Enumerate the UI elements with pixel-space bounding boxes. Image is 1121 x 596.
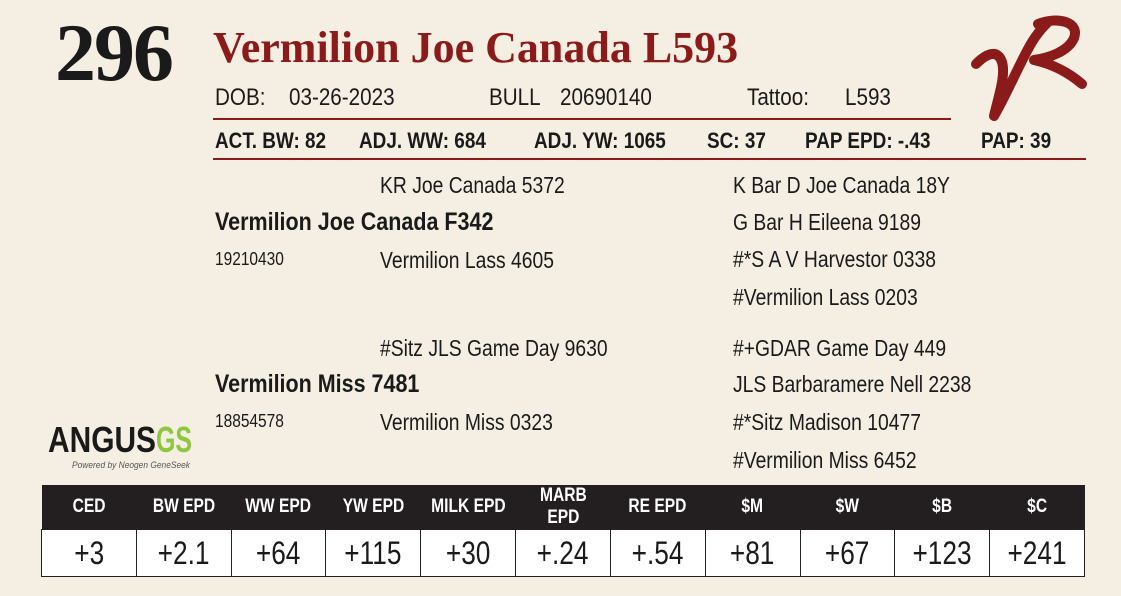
sire-reg: 19210430 (215, 249, 284, 269)
epd-header: WW EPD (231, 485, 326, 530)
epd-value: +2.1 (135, 529, 232, 577)
dam-sire-dam: JLS Barbaramere Nell 2238 (733, 371, 972, 397)
sc: SC: 37 (707, 128, 766, 153)
angus-gs-logo: ANGUS GS Powered by Neogen GeneSeek (48, 419, 192, 470)
epd-value-row: +3 +2.1 +64 +115 +30 +.24 +.54 +81 +67 +… (41, 529, 1085, 577)
dob-value: 03-26-2023 (289, 84, 395, 111)
epd-header: RE EPD (610, 485, 706, 530)
animal-name: Vermilion Joe Canada L593 (213, 23, 739, 72)
epd-value: +241 (989, 529, 1085, 577)
epd-header-row: CED BW EPD WW EPD YW EPD MILK EPD MARB E… (41, 485, 1085, 530)
sire-sire: KR Joe Canada 5372 (380, 172, 565, 198)
epd-value: +67 (799, 529, 896, 577)
epd-header: $C (989, 485, 1085, 530)
epd-value: +30 (420, 529, 517, 577)
sire-dam-sire: #*S A V Harvestor 0338 (733, 246, 936, 272)
epd-header: MARB EPD (515, 485, 611, 530)
act-bw: ACT. BW: 82 (215, 128, 327, 153)
epd-header: MILK EPD (420, 485, 516, 530)
pap: PAP: 39 (981, 128, 1052, 153)
dam-name: Vermilion Miss 7481 (215, 370, 420, 398)
epd-value: +115 (325, 529, 422, 577)
dam-sire-sire: #+GDAR Game Day 449 (733, 335, 947, 361)
epd-value: +123 (894, 529, 991, 577)
vr-brand-icon (971, 15, 1087, 121)
dam-dam-dam: #Vermilion Miss 6452 (733, 447, 917, 473)
lot-number: 296 (55, 7, 174, 98)
dam-dam: Vermilion Miss 0323 (380, 409, 553, 435)
bull-label: BULL (489, 84, 541, 111)
epd-header: YW EPD (325, 485, 421, 530)
epd-header: $B (894, 485, 990, 530)
epd-value: +81 (704, 529, 801, 577)
sire-dam: Vermilion Lass 4605 (380, 247, 554, 273)
dam-dam-sire: #*Sitz Madison 10477 (733, 409, 921, 435)
epd-table: CED BW EPD WW EPD YW EPD MILK EPD MARB E… (41, 485, 1085, 577)
epd-header: CED (41, 485, 137, 530)
angus-logo-tagline: Powered by Neogen GeneSeek (72, 460, 190, 470)
epd-header: BW EPD (136, 485, 232, 530)
sire-dam-dam: #Vermilion Lass 0203 (733, 284, 918, 310)
tattoo-value: L593 (845, 84, 891, 111)
epd-value: +.24 (515, 529, 611, 577)
epd-value: +3 (41, 529, 137, 577)
sire-name: Vermilion Joe Canada F342 (215, 208, 494, 236)
sire-sire-sire: K Bar D Joe Canada 18Y (733, 172, 950, 198)
sire-sire-dam: G Bar H Eileena 9189 (733, 209, 921, 235)
angus-logo-text: ANGUS (48, 419, 156, 460)
adj-yw: ADJ. YW: 1065 (534, 128, 666, 153)
epd-header: $W (800, 485, 895, 530)
epd-value: +.54 (609, 529, 706, 577)
adj-ww: ADJ. WW: 684 (359, 128, 486, 153)
divider-bottom (213, 158, 1086, 160)
dam-sire: #Sitz JLS Game Day 9630 (380, 335, 608, 361)
registration-number: 20690140 (560, 84, 652, 111)
dam-reg: 18854578 (215, 411, 284, 431)
pap-epd: PAP EPD: -.43 (805, 128, 931, 153)
epd-value: +64 (230, 529, 327, 577)
angus-logo-gs: GS (156, 419, 192, 460)
tattoo-label: Tattoo: (747, 84, 809, 111)
divider-top (213, 118, 951, 120)
epd-header: $M (705, 485, 800, 530)
dob-label: DOB: (215, 84, 266, 111)
